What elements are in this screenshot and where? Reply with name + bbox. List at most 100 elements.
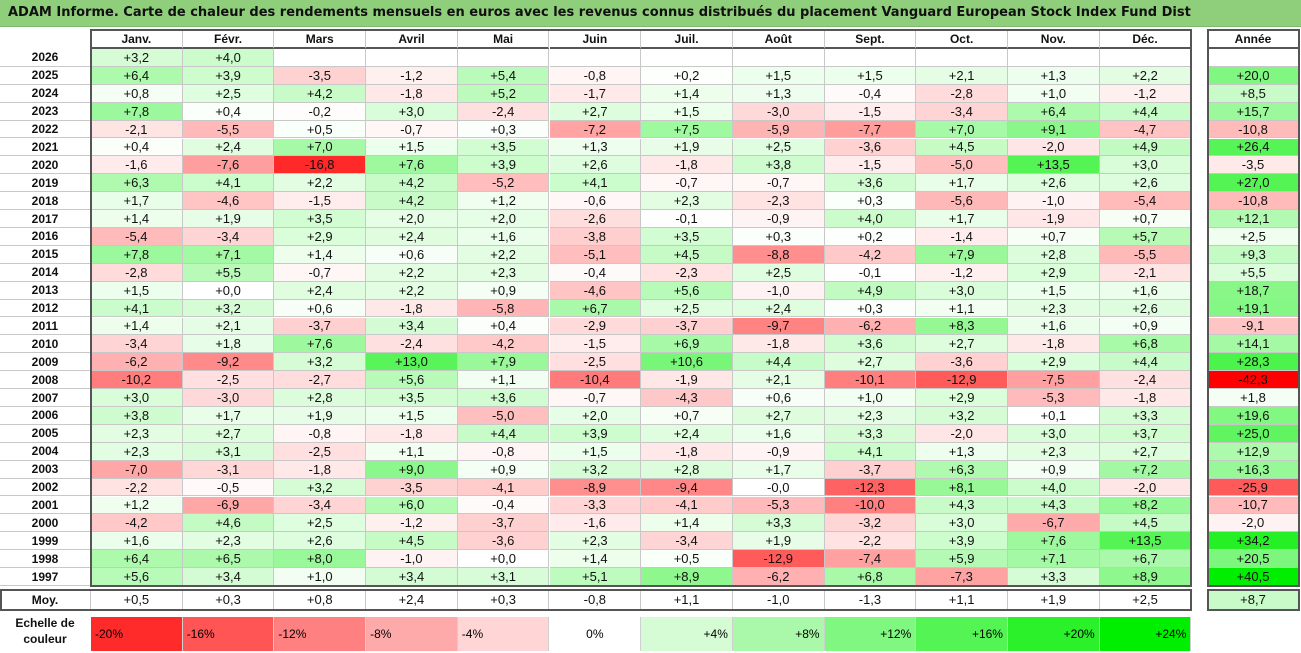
scale-swatch: +8%: [732, 617, 825, 651]
heatmap-cell: +2,8: [274, 389, 367, 407]
heatmap-cell: +3,2: [274, 478, 367, 497]
heatmap-cell: +7,6: [274, 335, 367, 354]
heatmap-cell: -10,0: [824, 496, 917, 515]
year-label: 2002: [0, 478, 91, 497]
scale-swatch: 0%: [549, 617, 642, 651]
annual-cell: +1,8: [1208, 389, 1299, 407]
annual-cell: +19,6: [1208, 407, 1299, 425]
heatmap-cell: -4,2: [824, 245, 917, 264]
heatmap-cell: +8,2: [1099, 496, 1192, 515]
heatmap-cell: +2,3: [182, 532, 275, 551]
heatmap-cell: +4,3: [1008, 496, 1100, 515]
heatmap-cell: +1,5: [91, 281, 183, 300]
heatmap-cell: +2,9: [1008, 263, 1100, 282]
heatmap-cell: +1,0: [274, 568, 367, 586]
heatmap-cell: +3,3: [732, 514, 825, 533]
heatmap-cell: +3,4: [182, 568, 275, 586]
heatmap-cell: -4,7: [1099, 120, 1192, 139]
year-label: 2007: [0, 389, 91, 407]
heatmap-cell: -5,5: [182, 120, 275, 139]
heatmap-cell: -0,8: [457, 442, 550, 461]
annual-cell: +18,7: [1208, 281, 1299, 300]
heatmap-cell: +0,3: [732, 228, 825, 246]
column-header: Janv.: [91, 30, 183, 49]
heatmap-cell: +3,9: [549, 424, 642, 443]
heatmap-cell: +6,8: [1099, 335, 1192, 354]
heatmap-cell: +7,2: [1099, 460, 1192, 479]
heatmap-cell: -1,6: [91, 156, 183, 175]
annual-cell: -25,9: [1208, 478, 1299, 497]
heatmap-cell: -2,5: [182, 371, 275, 390]
heatmap-cell: +4,9: [1099, 138, 1192, 157]
heatmap-cell: +1,5: [549, 442, 642, 461]
heatmap-cell: +2,5: [641, 299, 733, 318]
heatmap-cell: +4,1: [824, 442, 917, 461]
heatmap-cell: +2,3: [1008, 299, 1100, 318]
heatmap-cell: -3,6: [916, 353, 1008, 372]
heatmap-cell: +3,0: [1008, 424, 1100, 443]
heatmap-cell: +2,2: [274, 174, 367, 193]
heatmap-cell: [549, 49, 642, 67]
heatmap-cell: -3,6: [457, 532, 550, 551]
heatmap-cell: +0,9: [1008, 460, 1100, 479]
heatmap-cell: +0,2: [824, 228, 917, 246]
heatmap-cell: +3,4: [366, 317, 458, 336]
heatmap-cell: -3,5: [366, 478, 458, 497]
heatmap-cell: [916, 49, 1008, 67]
heatmap-cell: -10,4: [549, 371, 642, 390]
heatmap-cell: -3,5: [274, 66, 367, 85]
heatmap-cell: +2,2: [1099, 66, 1192, 85]
heatmap-cell: -1,0: [1008, 192, 1100, 211]
year-label: 2022: [0, 120, 91, 139]
heatmap-cell: +2,1: [182, 317, 275, 336]
average-cell: +0,8: [274, 590, 367, 610]
average-cell: -1,0: [732, 590, 825, 610]
heatmap-cell: +1,4: [641, 84, 733, 103]
heatmap-cell: +0,5: [274, 120, 367, 139]
heatmap-cell: +1,7: [182, 407, 275, 425]
heatmap-cell: -10,1: [824, 371, 917, 390]
heatmap-cell: +4,2: [366, 192, 458, 211]
year-label: 2014: [0, 263, 91, 282]
column-header: Mars: [274, 30, 367, 49]
heatmap-cell: -1,0: [732, 281, 825, 300]
heatmap-cell: +10,6: [641, 353, 733, 372]
heatmap-cell: +5,6: [641, 281, 733, 300]
scale-label-line-1: Echelle de: [15, 616, 75, 630]
heatmap-cell: +2,3: [549, 532, 642, 551]
heatmap-cell: +0,9: [457, 460, 550, 479]
year-label: 2008: [0, 371, 91, 390]
heatmap-cell: -0,2: [274, 102, 367, 121]
heatmap-cell: +2,9: [916, 389, 1008, 407]
heatmap-cell: -6,2: [824, 317, 917, 336]
year-label: 2021: [0, 138, 91, 157]
year-label: 2015: [0, 245, 91, 264]
annual-cell: +26,4: [1208, 138, 1299, 157]
heatmap-cell: -16,8: [274, 156, 367, 175]
heatmap-cell: -0,7: [366, 120, 458, 139]
heatmap-cell: +2,3: [1008, 442, 1100, 461]
heatmap-cell: -2,0: [1099, 478, 1192, 497]
heatmap-cell: +2,6: [1099, 174, 1192, 193]
heatmap-cell: -0,0: [732, 478, 825, 497]
heatmap-cell: +2,2: [457, 245, 550, 264]
heatmap-cell: +1,5: [732, 66, 825, 85]
average-label: Moy.: [0, 590, 91, 610]
heatmap-cell: +0,6: [274, 299, 367, 318]
heatmap-cell: +4,0: [182, 49, 275, 67]
heatmap-cell: +1,9: [641, 138, 733, 157]
heatmap-cell: +0,9: [1099, 317, 1192, 336]
heatmap-cell: +2,0: [549, 407, 642, 425]
heatmap-cell: +1,6: [1099, 281, 1192, 300]
heatmap-cell: +2,0: [457, 210, 550, 228]
heatmap-cell: +2,5: [274, 514, 367, 533]
heatmap-cell: -1,8: [366, 299, 458, 318]
column-header: Févr.: [182, 30, 275, 49]
heatmap-cell: +2,9: [1008, 353, 1100, 372]
column-header: Mai: [457, 30, 550, 49]
heatmap-cell: +4,6: [182, 514, 275, 533]
heatmap-cell: +3,4: [366, 568, 458, 586]
heatmap-cell: +2,7: [182, 424, 275, 443]
heatmap-cell: -4,6: [549, 281, 642, 300]
heatmap-cell: -1,6: [549, 514, 642, 533]
